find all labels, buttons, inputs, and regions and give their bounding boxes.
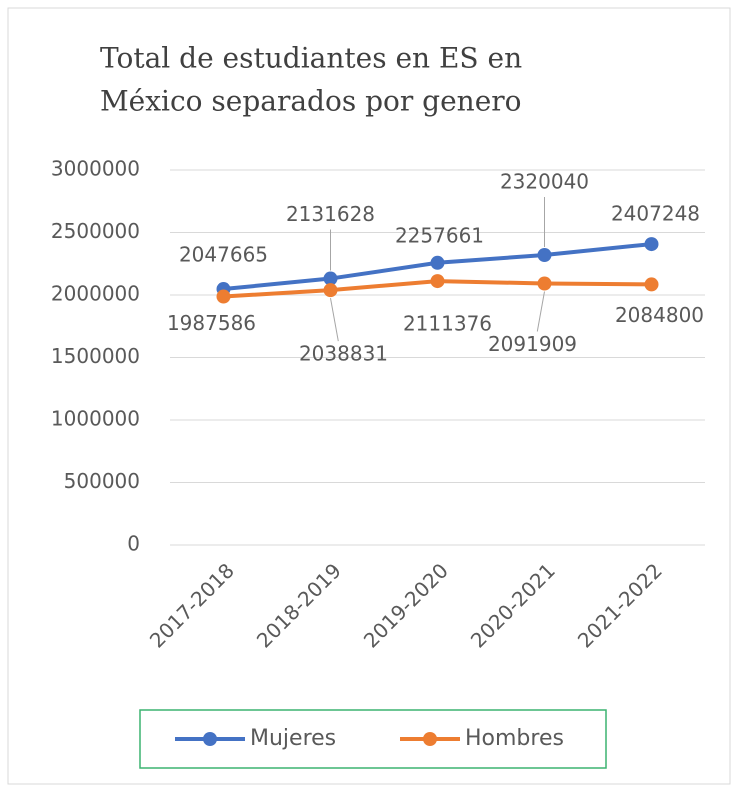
legend-label: Hombres — [465, 726, 564, 751]
x-tick-label: 2017-2018 — [145, 558, 239, 652]
marker — [644, 277, 659, 292]
legend-marker — [203, 732, 217, 746]
marker — [323, 271, 338, 286]
marker — [644, 237, 659, 252]
marker — [430, 274, 445, 289]
y-tick-label: 2000000 — [51, 282, 140, 306]
x-tick-label: 2019-2020 — [359, 558, 453, 652]
chart-border — [7, 7, 731, 785]
y-tick-label: 0 — [127, 532, 140, 556]
legend-marker — [423, 732, 437, 746]
data-label: 1987586 — [167, 311, 256, 335]
legend — [139, 709, 607, 769]
legend-label: Mujeres — [250, 726, 336, 751]
marker — [537, 276, 552, 291]
data-label: 2257661 — [395, 223, 484, 247]
marker — [323, 283, 338, 298]
leader-line — [536, 291, 545, 332]
x-tick-label: 2021-2022 — [573, 558, 667, 652]
chart-title: Total de estudiantes en ES en — [100, 42, 522, 75]
data-label: 2111376 — [403, 312, 492, 336]
marker — [430, 255, 445, 270]
y-tick-label: 500000 — [64, 469, 140, 493]
marker — [216, 289, 231, 304]
y-tick-label: 1000000 — [51, 407, 140, 431]
y-tick-label: 2500000 — [51, 219, 140, 243]
x-tick-label: 2018-2019 — [252, 558, 346, 652]
data-label: 2047665 — [179, 243, 268, 267]
data-label: 2084800 — [615, 303, 704, 327]
leader-line — [330, 298, 339, 342]
data-label: 2407248 — [611, 202, 700, 226]
y-tick-label: 3000000 — [51, 157, 140, 181]
data-label: 2131628 — [286, 202, 375, 226]
data-label: 2038831 — [299, 342, 388, 366]
data-label: 2091909 — [488, 332, 577, 356]
chart-title: México separados por genero — [100, 85, 522, 118]
data-label: 2320040 — [500, 169, 589, 193]
marker — [537, 247, 552, 262]
y-tick-label: 1500000 — [51, 344, 140, 368]
x-tick-label: 2020-2021 — [466, 558, 560, 652]
